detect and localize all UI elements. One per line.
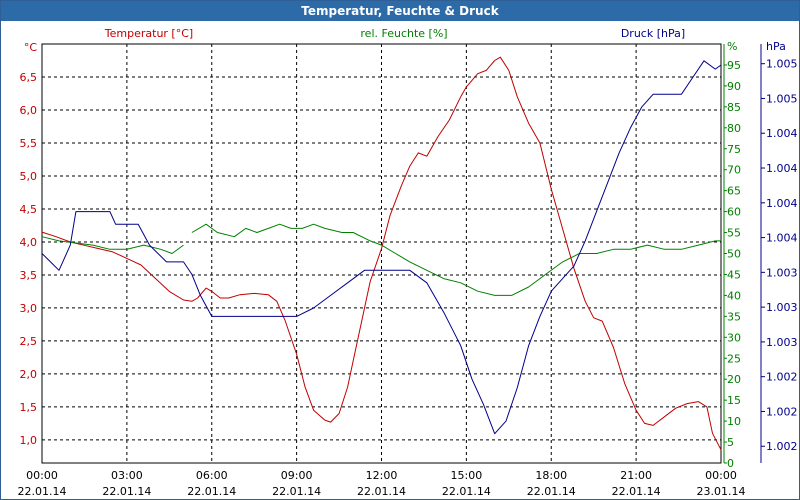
temperature-tick-label: 1,0 bbox=[20, 434, 38, 447]
pressure-tick-label: 1.005 bbox=[766, 58, 798, 71]
temperature-tick-label: 6,0 bbox=[20, 104, 38, 117]
x-tick-label-date: 22.01.14 bbox=[612, 485, 661, 498]
temperature-tick-label: 5,5 bbox=[20, 137, 38, 150]
x-tick-label-time: 09:00 bbox=[281, 469, 313, 482]
x-tick-label-date: 22.01.14 bbox=[442, 485, 491, 498]
humidity-tick-label: 20 bbox=[727, 373, 741, 386]
x-tick-label-time: 00:00 bbox=[26, 469, 58, 482]
humidity-tick-label: 40 bbox=[727, 289, 741, 302]
humidity-tick-label: 35 bbox=[727, 310, 741, 323]
humidity-tick-label: 15 bbox=[727, 394, 741, 407]
pressure-tick-label: 1.005 bbox=[766, 92, 798, 105]
x-tick-label-date: 22.01.14 bbox=[18, 485, 67, 498]
pressure-tick-label: 1.004 bbox=[766, 232, 798, 245]
x-tick-label-date: 23.01.14 bbox=[697, 485, 746, 498]
humidity-tick-label: 75 bbox=[727, 143, 741, 156]
x-tick-label-date: 22.01.14 bbox=[102, 485, 151, 498]
pressure-axis-title: Druck [hPa] bbox=[621, 27, 685, 40]
pressure-unit-label: hPa bbox=[766, 40, 786, 53]
temperature-tick-label: 2,5 bbox=[20, 335, 38, 348]
temperature-axis-title: Temperatur [°C] bbox=[104, 27, 193, 40]
pressure-tick-label: 1.003 bbox=[766, 301, 798, 314]
humidity-tick-label: 30 bbox=[727, 331, 741, 344]
x-tick-label-time: 18:00 bbox=[535, 469, 567, 482]
humidity-tick-label: 80 bbox=[727, 122, 741, 135]
temperature-unit-label: °C bbox=[24, 41, 38, 54]
humidity-tick-label: 5 bbox=[727, 436, 734, 449]
humidity-tick-label: 45 bbox=[727, 268, 741, 281]
temperature-tick-label: 4,5 bbox=[20, 203, 38, 216]
temperature-tick-label: 6,5 bbox=[20, 71, 38, 84]
humidity-axis-title: rel. Feuchte [%] bbox=[360, 27, 447, 40]
pressure-tick-label: 1.002 bbox=[766, 371, 798, 384]
humidity-tick-label: 50 bbox=[727, 248, 741, 261]
window-title: Temperatur, Feuchte & Druck bbox=[1, 1, 799, 21]
temperature-tick-label: 3,5 bbox=[20, 269, 38, 282]
pressure-tick-label: 1.004 bbox=[766, 197, 798, 210]
humidity-tick-label: 95 bbox=[727, 59, 741, 72]
temperature-tick-label: 5,0 bbox=[20, 170, 38, 183]
x-tick-label-time: 03:00 bbox=[111, 469, 143, 482]
series-line-temperature bbox=[41, 56, 722, 451]
x-tick-label-time: 00:00 bbox=[705, 469, 737, 482]
pressure-tick-label: 1.003 bbox=[766, 336, 798, 349]
humidity-tick-label: 65 bbox=[727, 185, 741, 198]
series-line-humidity bbox=[191, 223, 721, 296]
humidity-unit-label: % bbox=[727, 40, 737, 53]
humidity-tick-label: 85 bbox=[727, 101, 741, 114]
pressure-tick-label: 1.003 bbox=[766, 266, 798, 279]
humidity-tick-label: 90 bbox=[727, 80, 741, 93]
x-tick-label-date: 22.01.14 bbox=[187, 485, 236, 498]
pressure-tick-label: 1.002 bbox=[766, 440, 798, 453]
x-tick-label-time: 21:00 bbox=[620, 469, 652, 482]
series-line-pressure bbox=[41, 60, 722, 435]
humidity-tick-label: 70 bbox=[727, 164, 741, 177]
x-tick-label-date: 22.01.14 bbox=[357, 485, 406, 498]
x-tick-label-time: 12:00 bbox=[366, 469, 398, 482]
pressure-tick-label: 1.002 bbox=[766, 405, 798, 418]
temperature-tick-label: 2,0 bbox=[20, 368, 38, 381]
pressure-tick-label: 1.004 bbox=[766, 162, 798, 175]
humidity-tick-label: 25 bbox=[727, 352, 741, 365]
x-tick-label-date: 22.01.14 bbox=[527, 485, 576, 498]
x-tick-label-time: 15:00 bbox=[451, 469, 483, 482]
humidity-tick-label: 10 bbox=[727, 415, 741, 428]
x-tick-label-time: 06:00 bbox=[196, 469, 228, 482]
humidity-tick-label: 55 bbox=[727, 227, 741, 240]
pressure-tick-label: 1.004 bbox=[766, 127, 798, 140]
x-tick-label-date: 22.01.14 bbox=[272, 485, 321, 498]
temperature-tick-label: 3,0 bbox=[20, 302, 38, 315]
temperature-tick-label: 1,5 bbox=[20, 401, 38, 414]
humidity-tick-label: 60 bbox=[727, 206, 741, 219]
series-line-humidity bbox=[41, 236, 184, 254]
humidity-tick-label: 0 bbox=[727, 457, 734, 470]
temperature-tick-label: 4,0 bbox=[20, 236, 38, 249]
